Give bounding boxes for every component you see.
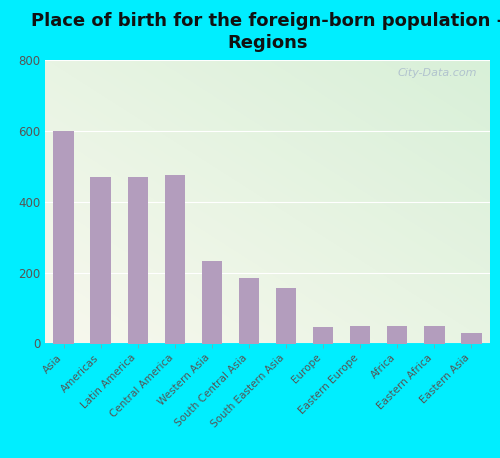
- Bar: [350, 326, 370, 344]
- Bar: [424, 327, 444, 344]
- Bar: [54, 131, 74, 344]
- Bar: [202, 261, 222, 344]
- Text: City-Data.com: City-Data.com: [397, 68, 476, 78]
- Bar: [239, 278, 259, 344]
- Bar: [128, 177, 148, 344]
- Bar: [387, 327, 407, 344]
- Title: Place of birth for the foreign-born population -
Regions: Place of birth for the foreign-born popu…: [31, 12, 500, 52]
- Bar: [313, 327, 334, 344]
- Bar: [90, 177, 111, 344]
- Bar: [276, 289, 296, 344]
- Bar: [462, 333, 481, 344]
- Bar: [164, 175, 185, 344]
